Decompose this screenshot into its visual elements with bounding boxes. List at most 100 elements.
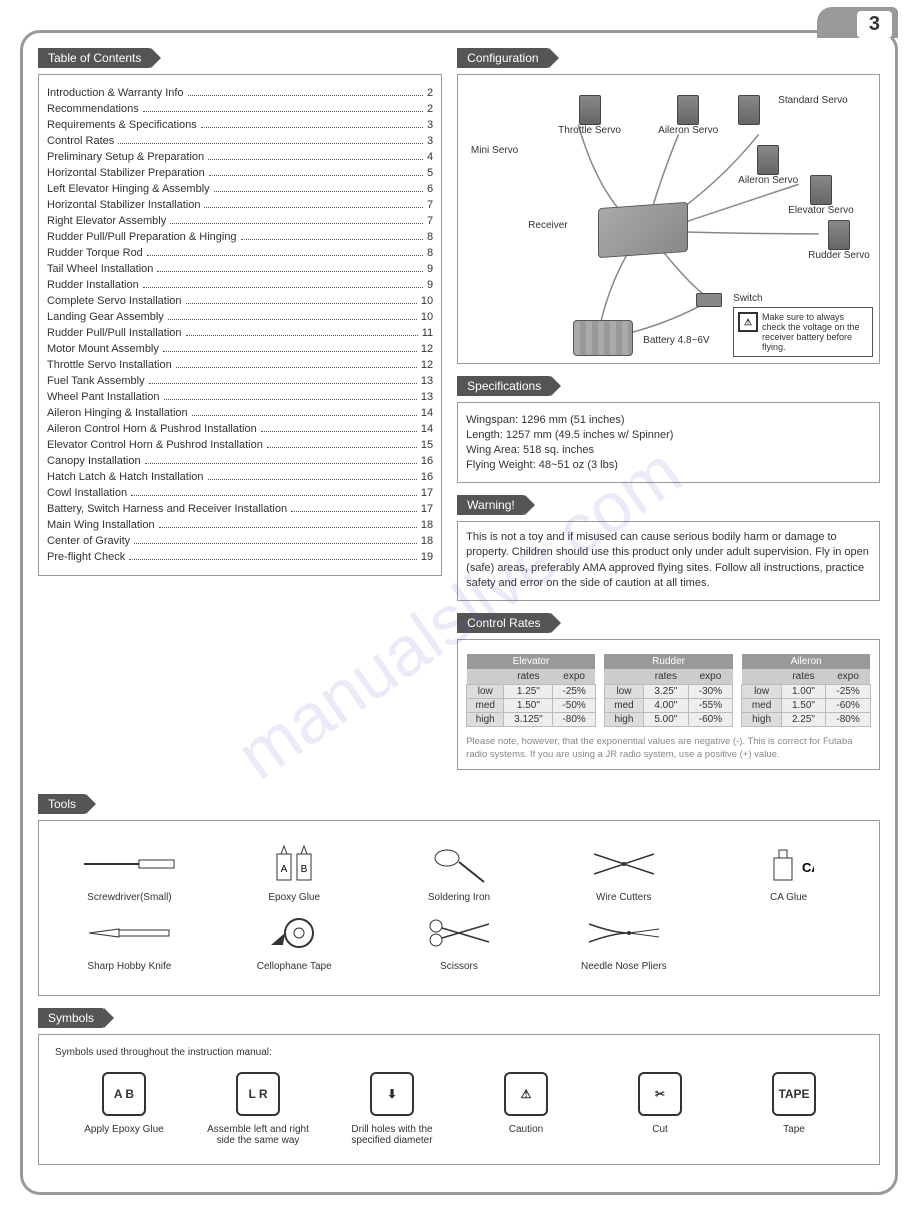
toc-title: Rudder Pull/Pull Installation [47,327,182,339]
tape-icon [222,913,367,953]
toc-leader-dots [159,527,417,528]
toc-leader-dots [176,367,417,368]
rate-cell: -60% [688,712,733,726]
toc-row: Elevator Control Horn & Pushrod Installa… [47,439,433,451]
spec-line: Length: 1257 mm (49.5 inches w/ Spinner) [466,429,871,441]
tools-box: Screwdriver(Small)ABEpoxy GlueSoldering … [38,820,880,996]
toc-title: Aileron Hinging & Installation [47,407,188,419]
screwdriver-icon [57,844,202,884]
toc-page: 7 [427,215,433,227]
toc-row: Fuel Tank Assembly 13 [47,375,433,387]
toc-title: Rudder Installation [47,279,139,291]
warning-box: This is not a toy and if misused can cau… [457,521,880,601]
standard-servo-label: Standard Servo [778,95,868,106]
rate-row-label: high [604,712,643,726]
toc-leader-dots [170,223,423,224]
symbol-icon: ⬇ [370,1072,414,1116]
symbol-label: Drill holes with the specified diameter [337,1124,447,1146]
toc-leader-dots [261,431,417,432]
toc-row: Motor Mount Assembly12 [47,343,433,355]
rate-cell: 1.50" [781,698,825,712]
toc-page: 8 [427,247,433,259]
rate-table: Rudderratesexpolow3.25"-30%med4.00"-55%h… [604,654,734,727]
toc-leader-dots [147,255,423,256]
toc-row: Tail Wheel Installation9 [47,263,433,275]
rate-col-rates: rates [644,669,688,685]
toc-leader-dots [214,191,423,192]
toc-leader-dots [188,95,423,96]
toc-row: Preliminary Setup & Preparation4 [47,151,433,163]
toc-leader-dots [131,495,417,496]
tools-header: Tools [38,794,86,814]
toc-leader-dots [164,399,417,400]
rate-cell: 3.125" [504,712,553,726]
toc-row: Hatch Latch & Hatch Installation16 [47,471,433,483]
elevator-servo-label: Elevator Servo [788,205,854,216]
toc-leader-dots [208,479,417,480]
page-tab: 3 [817,7,898,38]
toc-page: 9 [427,279,433,291]
tool-cell: ABEpoxy Glue [222,844,367,903]
toc-leader-dots [204,207,423,208]
elevator-servo-icon [810,175,832,205]
toc-page: 11 [422,327,433,339]
toc-page: 7 [427,199,433,211]
symbol-label: Assemble left and right side the same wa… [203,1124,313,1146]
toc-row: Control Rates3 [47,135,433,147]
rate-row-label: high [742,712,781,726]
rate-cell: -80% [826,712,871,726]
symbol-cell: ✂Cut [593,1072,727,1146]
toc-page: 13 [421,375,433,387]
toc-title: Recommendations [47,103,139,115]
aileron-servo-label-1: Aileron Servo [658,125,718,136]
spec-line: Wing Area: 518 sq. inches [466,444,871,456]
switch-label: Switch [733,293,762,304]
symbol-label: Caution [471,1124,581,1135]
toc-row: Introduction & Warranty Info2 [47,87,433,99]
toc-title: Rudder Pull/Pull Preparation & Hinging [47,231,237,243]
control-rates-header: Control Rates [457,613,550,633]
toc-page: 13 [421,391,433,403]
toc-page: 8 [427,231,433,243]
toc-title: Fuel Tank Assembly [47,375,145,387]
toc-page: 4 [427,151,433,163]
toc-row: Rudder Installation 9 [47,279,433,291]
page-number: 3 [857,11,892,38]
toc-row: Rudder Torque Rod 8 [47,247,433,259]
rate-row-label: low [467,684,504,698]
toc-leader-dots [145,463,417,464]
page-frame: manualslive.com 3 Table of Contents Intr… [20,30,898,1195]
tool-cell: CACA Glue [716,844,861,903]
toc-row: Right Elevator Assembly7 [47,215,433,227]
toc-row: Rudder Pull/Pull Preparation & Hinging 8 [47,231,433,243]
toc-row: Aileron Hinging & Installation14 [47,407,433,419]
config-note-text: Make sure to always check the voltage on… [762,312,868,352]
mini-servo-label: Mini Servo [468,145,518,156]
scissors-icon [387,913,532,953]
specifications-header: Specifications [457,376,551,396]
toc-title: Control Rates [47,135,114,147]
knife-icon [57,913,202,953]
receiver-label: Receiver [528,220,567,231]
toc-leader-dots [118,143,423,144]
tool-label: Soldering Iron [387,892,532,903]
toc-leader-dots [186,335,418,336]
symbol-cell: ⬇ Drill holes with the specified diameter [325,1072,459,1146]
rate-col-expo: expo [826,669,871,685]
tool-cell: Wire Cutters [551,844,696,903]
rate-table-name: Aileron [742,654,871,669]
toc-page: 6 [427,183,433,195]
rate-cell: -50% [553,698,595,712]
toc-page: 19 [421,551,433,563]
toc-title: Left Elevator Hinging & Assembly [47,183,210,195]
throttle-servo-icon [579,95,601,125]
configuration-diagram: Throttle Servo Mini Servo Aileron Servo … [457,74,880,364]
toc-page: 2 [427,87,433,99]
toc-title: Rudder Torque Rod [47,247,143,259]
toc-leader-dots [291,511,417,512]
toc-leader-dots [149,383,417,384]
toc-page: 2 [427,103,433,115]
control-rates-box: Elevatorratesexpolow1.25"-25%med1.50"-50… [457,639,880,771]
warning-text: This is not a toy and if misused can cau… [466,530,871,592]
toc-row: Pre-flight Check19 [47,551,433,563]
